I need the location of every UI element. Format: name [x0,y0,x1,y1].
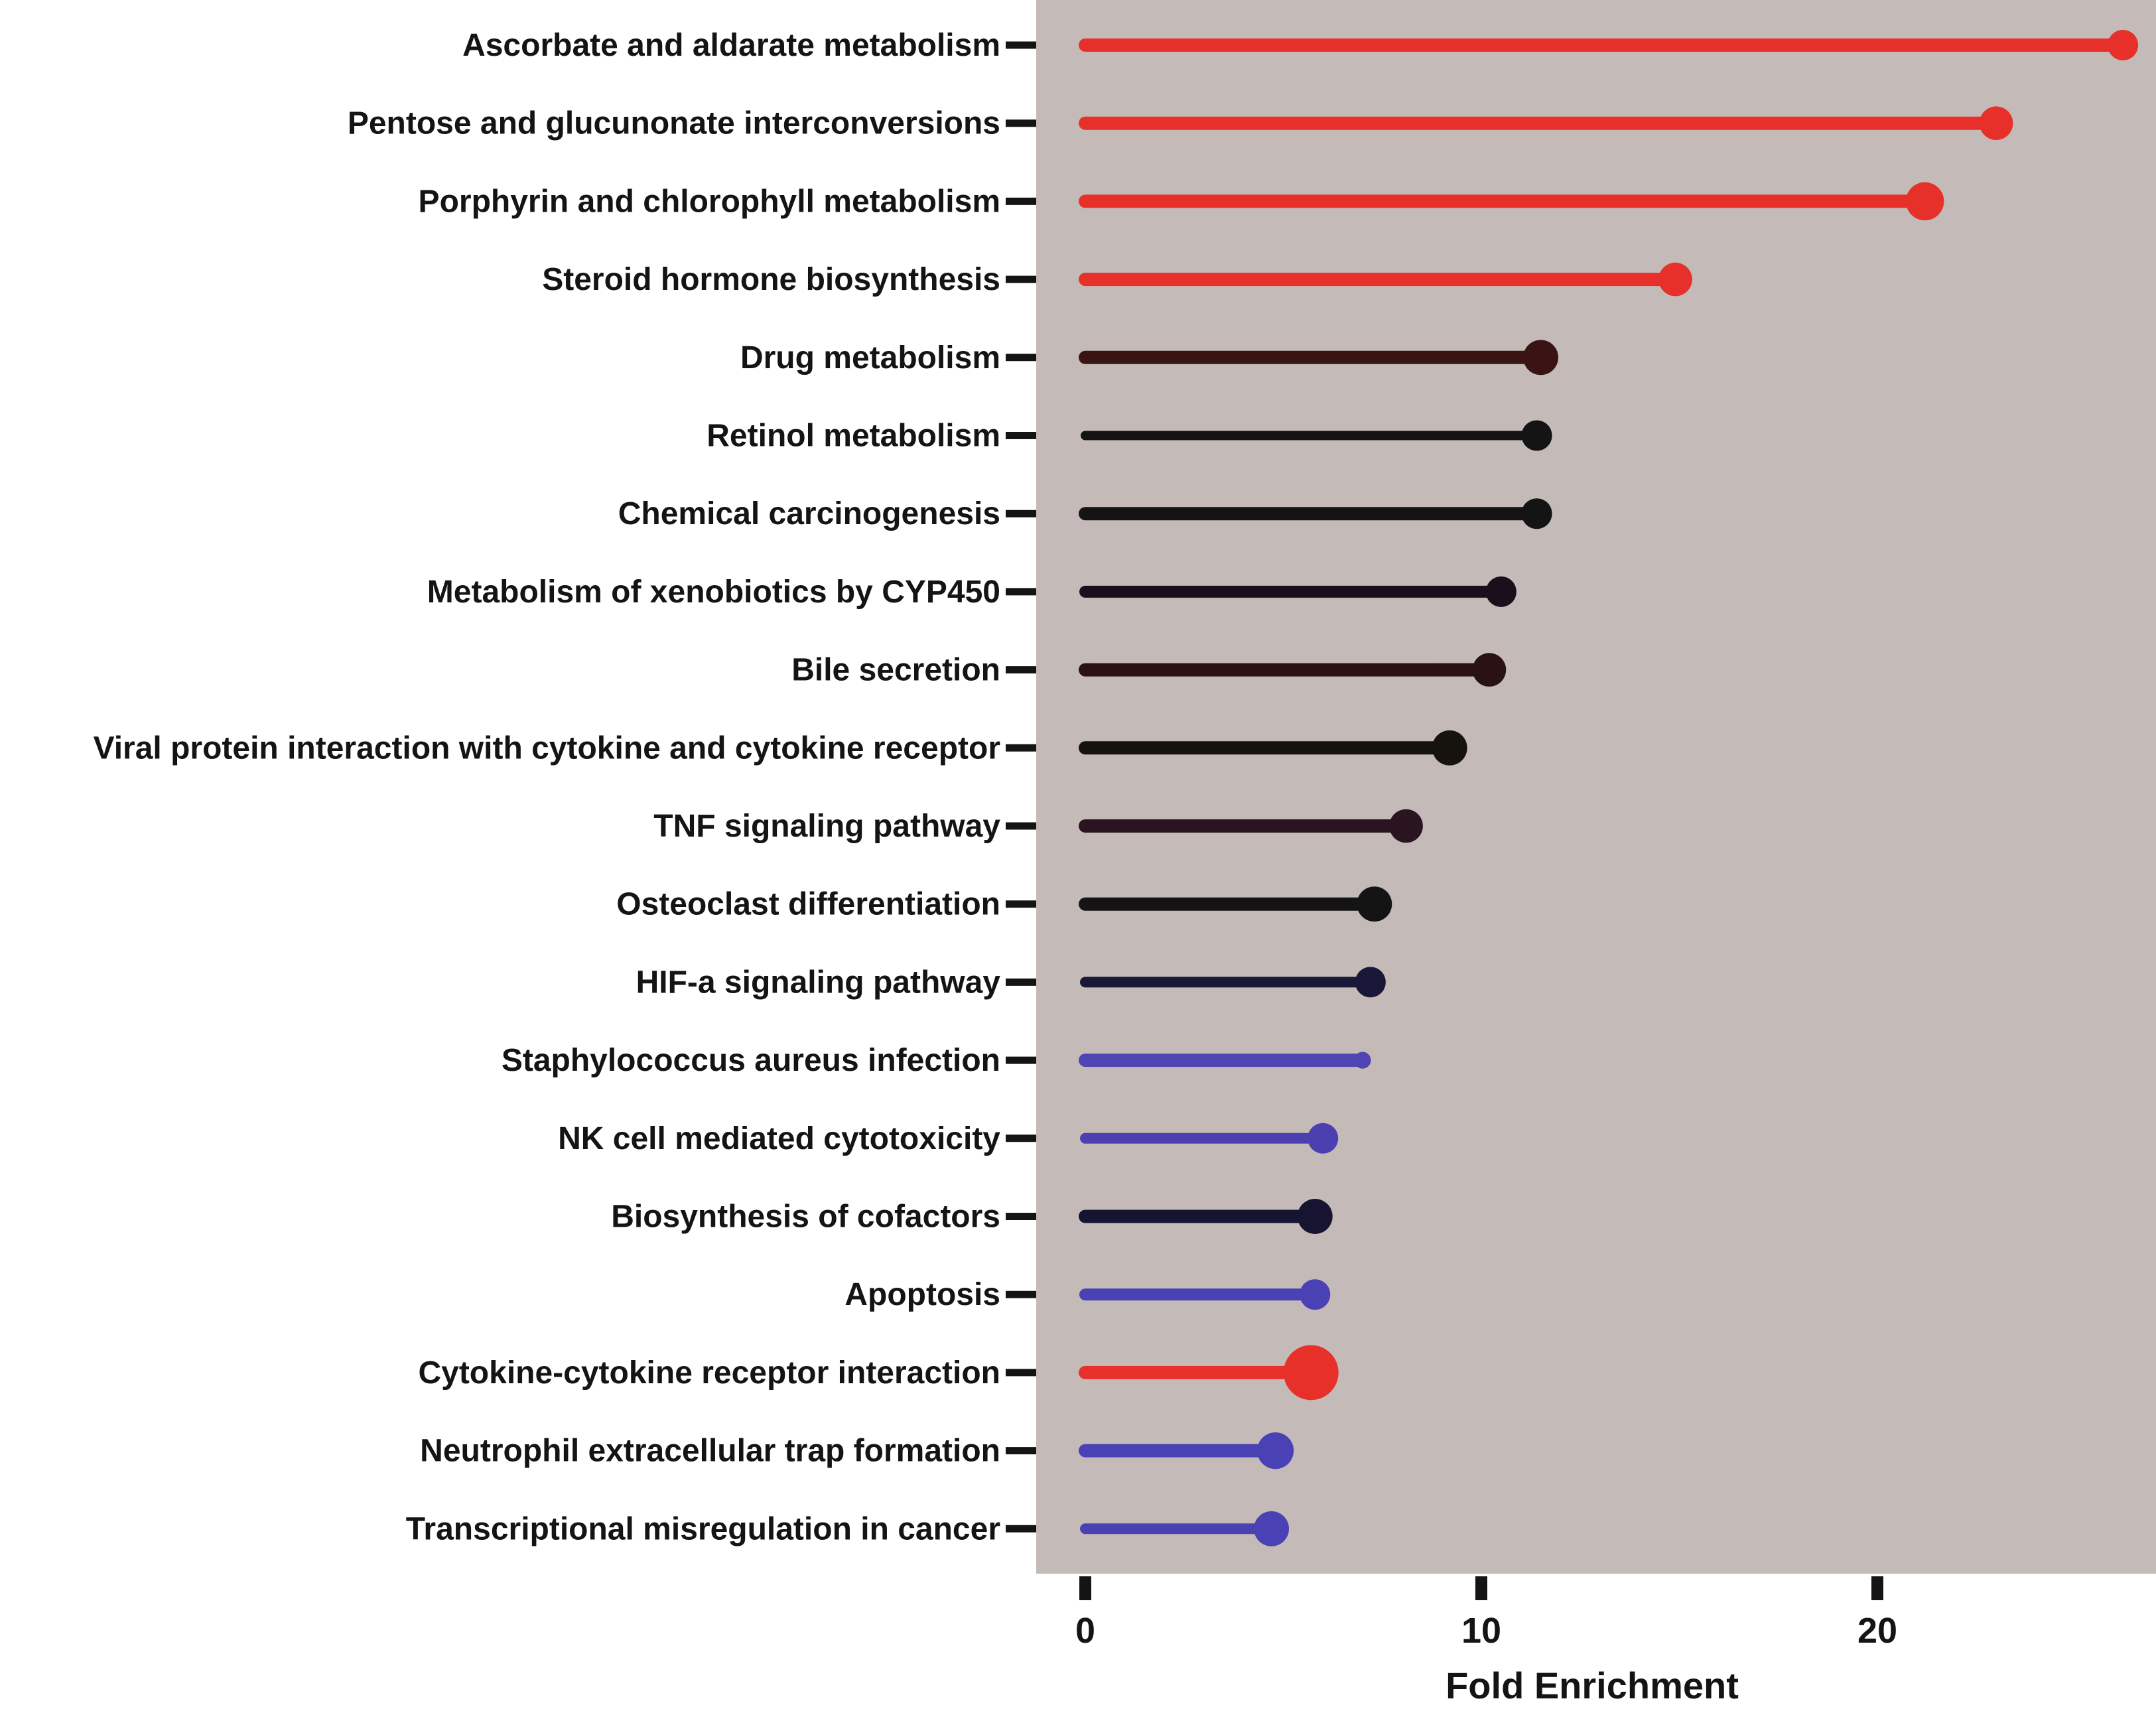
lollipop-marker [1300,1279,1331,1310]
category-label: Viral protein interaction with cytokine … [94,730,1000,766]
category-label: Chemical carcinogenesis [618,496,1000,531]
lollipop-marker [1254,1511,1290,1546]
category-label: Cytokine-cytokine receptor interaction [418,1355,1000,1391]
x-axis-title: Fold Enrichment [1446,1665,1739,1706]
category-label: Bile secretion [791,653,1000,688]
bars-layer [1079,30,2139,1546]
category-label: Neutrophil extracellular trap formation [420,1434,1000,1469]
lollipop-marker [1523,340,1558,376]
category-label: Apoptosis [844,1277,1000,1312]
category-label: Porphyrin and chlorophyll metabolism [419,184,1000,219]
category-label: Transcriptional misregulation in cancer [406,1511,1000,1546]
lollipop-marker [1355,967,1386,998]
lollipop-marker [1521,420,1552,451]
lollipop-marker [1905,182,1944,221]
lollipop-marker [1979,106,2013,140]
x-axis: 0 10 20 [1075,1576,1897,1651]
category-label: Drug metabolism [740,340,1000,376]
category-label: Retinol metabolism [707,419,1000,454]
category-label: Osteoclast differentiation [616,887,1000,922]
x-tick-label: 0 [1075,1611,1095,1651]
lollipop-marker [1283,1345,1339,1401]
lollipop-marker [1357,886,1392,922]
category-label: Ascorbate and aldarate metabolism [462,28,1000,63]
x-tick-label: 10 [1461,1611,1501,1651]
lollipop-marker [1354,1052,1371,1069]
category-label: Staphylococcus aureus infection [502,1043,1000,1078]
category-label: Metabolism of xenobiotics by CYP450 [427,575,1000,610]
lollipop-marker [1256,1432,1294,1470]
lollipop-marker [1658,262,1692,297]
category-label: Pentose and glucunonate interconversions [348,106,1000,141]
lollipop-marker [1389,809,1423,843]
y-tick-marks [1006,41,1036,1533]
lollipop-marker [1521,498,1552,529]
lollipop-marker [1485,576,1516,607]
category-label: Biosynthesis of cofactors [611,1199,1000,1235]
lollipop-marker [1308,1123,1339,1154]
lollipop-marker [1297,1199,1333,1234]
category-labels: Ascorbate and aldarate metabolism Pentose… [94,28,1001,1546]
x-tick-label: 20 [1857,1611,1897,1651]
category-label: TNF signaling pathway [653,809,1000,844]
category-label: HIF-a signaling pathway [636,965,1001,1000]
lollipop-marker [1472,653,1507,687]
category-label: NK cell mediated cytotoxicity [558,1121,1000,1156]
lollipop-marker [1432,730,1467,766]
lollipop-marker [2108,30,2139,60]
plot-area-background [1036,0,2156,1574]
category-label: Steroid hormone biosynthesis [542,262,1000,297]
